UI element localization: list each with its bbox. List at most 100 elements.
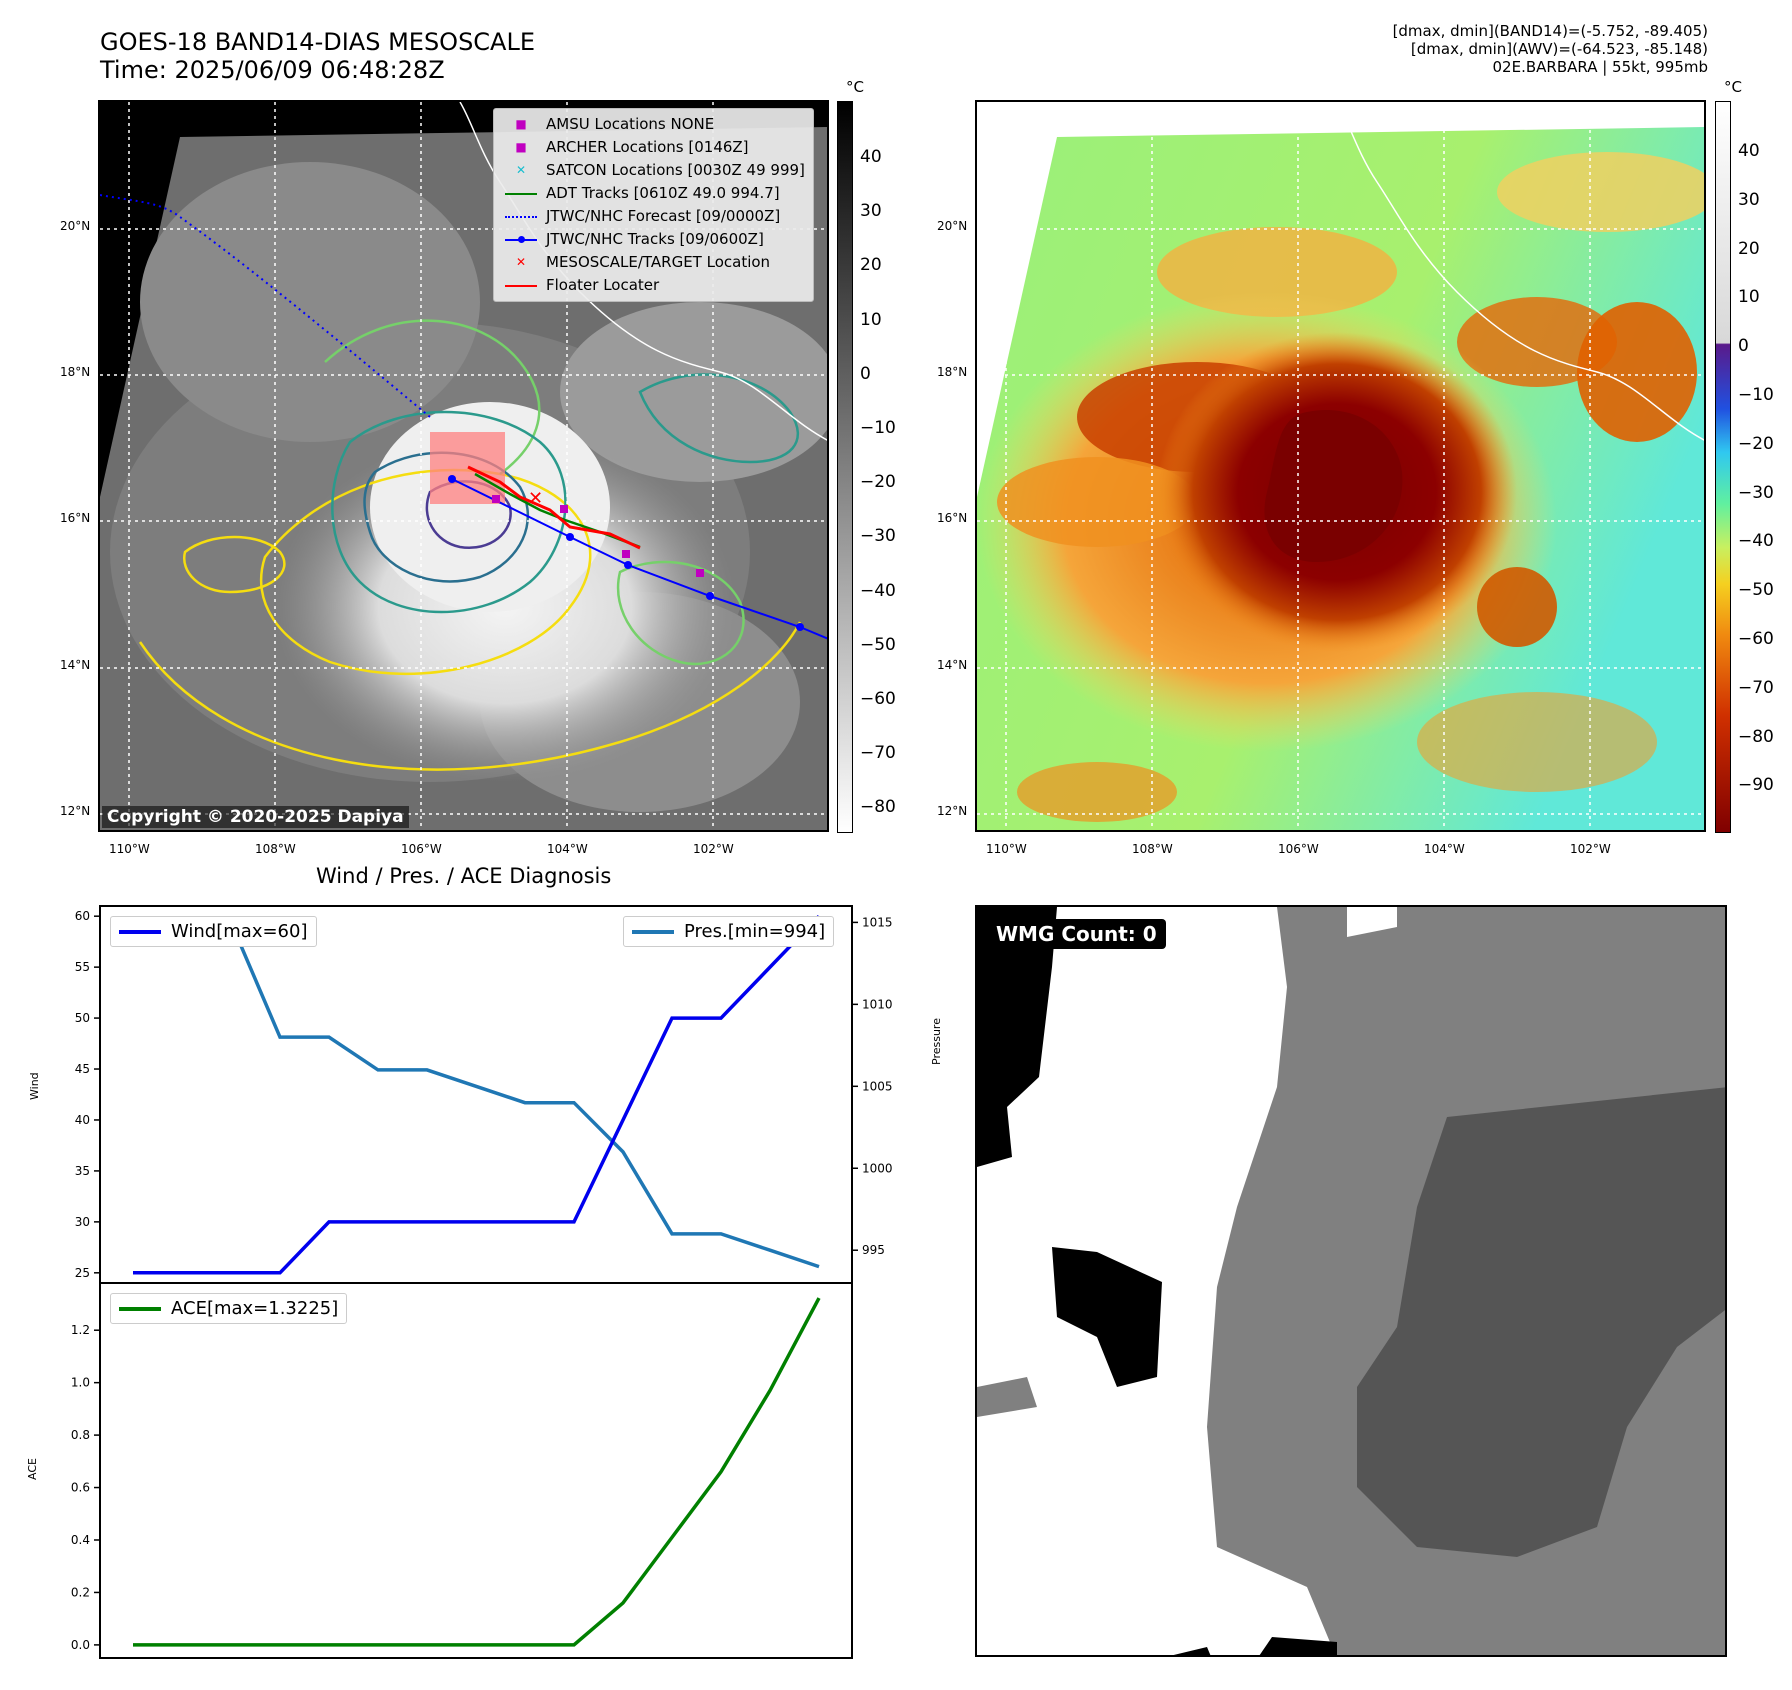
- colorbar-tick-label: −90: [1738, 775, 1774, 796]
- map-legend: ■ AMSU Locations NONE ■ ARCHER Locations [0…: [493, 108, 814, 302]
- ace-tick-label: 0.4: [71, 1533, 90, 1547]
- colorbar-tick-label: −60: [860, 689, 896, 709]
- legend-item: ■ AMSU Locations NONE: [502, 113, 805, 136]
- pressure-legend-swatch: [632, 929, 674, 934]
- lat-tick-label: 18°N: [937, 365, 968, 379]
- colorbar-tick-label: 30: [860, 201, 882, 222]
- legend-item: Floater Locater: [502, 274, 805, 297]
- wind-legend-swatch: [119, 929, 161, 934]
- awv-map-image: [977, 102, 1704, 830]
- pressure-tick-label: 1000: [862, 1161, 893, 1175]
- colorbar-tick-label: −10: [860, 418, 896, 438]
- colorbar-tick-label: −30: [1738, 482, 1774, 503]
- legend-item: ✕ SATCON Locations [0030Z 49 999]: [502, 159, 805, 182]
- lon-tick-label: 108°W: [255, 842, 296, 856]
- svg-text:✕: ✕: [528, 488, 543, 509]
- wind-series-line: [133, 914, 821, 1275]
- wind-tick-label: 40: [75, 1113, 90, 1127]
- lat-tick-label: 18°N: [60, 365, 91, 379]
- legend-symbol: ■: [515, 117, 527, 131]
- diagnosis-charts: 25 30 35 40 45 50 55 60 995 1000 1005 1010 1015 0.0 0…: [71, 905, 893, 1659]
- wmg-image: [977, 907, 1725, 1655]
- colorbar-tick-label: 10: [1738, 287, 1760, 308]
- legend-label: ADT Tracks [0610Z 49.0 994.7]: [546, 184, 780, 202]
- lat-tick-label: 14°N: [60, 658, 91, 672]
- info-line-1: [dmax, dmin](BAND14)=(-5.752, -89.405): [1392, 22, 1708, 40]
- ace-tick-label: 0.0: [71, 1638, 90, 1652]
- ace-legend-swatch: [119, 1306, 161, 1311]
- colorbar-tick-label: −50: [1738, 580, 1774, 601]
- storm-info: [dmax, dmin](BAND14)=(-5.752, -89.405) […: [1393, 22, 1708, 76]
- wind-pressure-plot-frame: [99, 905, 853, 1284]
- diagnosis-title: Wind / Pres. / ACE Diagnosis: [316, 864, 612, 888]
- colorbar-tick-label: −20: [1738, 433, 1774, 454]
- wind-tick-label: 60: [75, 909, 90, 923]
- ace-tick-label: 1.2: [71, 1323, 90, 1337]
- legend-symbol: ■: [515, 140, 527, 154]
- lon-tick-label: 110°W: [986, 842, 1027, 856]
- legend-label: AMSU Locations NONE: [546, 115, 715, 133]
- colorbar-left: [837, 101, 853, 833]
- colorbar-tick-label: −70: [1738, 677, 1774, 698]
- lat-tick-label: 16°N: [60, 511, 91, 525]
- legend-item: ADT Tracks [0610Z 49.0 994.7]: [502, 182, 805, 205]
- wind-tick-label: 25: [75, 1266, 90, 1280]
- colorbar-tick-label: −80: [860, 797, 896, 818]
- colorbar-tick-label: −40: [1738, 531, 1774, 552]
- legend-item: ✕ MESOSCALE/TARGET Location: [502, 251, 805, 274]
- colorbar-right-unit: °C: [1724, 78, 1742, 96]
- legend-symbol: ✕: [515, 255, 527, 269]
- info-line-3: 02E.BARBARA | 55kt, 995mb: [1492, 58, 1708, 76]
- pressure-tick-label: 1015: [862, 915, 893, 929]
- copyright-label: Copyright © 2020-2025 Dapiya: [102, 806, 409, 828]
- lat-tick-label: 14°N: [937, 658, 968, 672]
- legend-label: JTWC/NHC Forecast [09/0000Z]: [546, 207, 781, 225]
- legend-symbol: ✕: [515, 163, 527, 177]
- lon-tick-label: 104°W: [1424, 842, 1465, 856]
- info-line-2: [dmax, dmin](AWV)=(-64.523, -85.148): [1410, 40, 1708, 58]
- pressure-tick-label: 995: [862, 1243, 885, 1257]
- legend-item: JTWC/NHC Tracks [09/0600Z]: [502, 228, 805, 251]
- colorbar-left-unit: °C: [846, 78, 864, 96]
- wind-tick-label: 55: [75, 960, 90, 974]
- lat-tick-label: 20°N: [60, 219, 91, 233]
- legend-label: SATCON Locations [0030Z 49 999]: [546, 161, 805, 179]
- pressure-tick-label: 1005: [862, 1079, 893, 1093]
- wind-tick-label: 50: [75, 1011, 90, 1025]
- legend-item: ■ ARCHER Locations [0146Z]: [502, 136, 805, 159]
- band14-map: ✕ Copyright © 2020-2025 Dapiya ■ AMSU Loc…: [98, 100, 829, 832]
- legend-symbol: [502, 205, 540, 228]
- wmg-count-label: WMG Count: 0: [987, 919, 1166, 949]
- pressure-legend: Pres.[min=994]: [623, 916, 835, 947]
- legend-label: MESOSCALE/TARGET Location: [546, 253, 771, 271]
- colorbar-tick-label: −70: [860, 743, 896, 764]
- legend-label: JTWC/NHC Tracks [09/0600Z]: [546, 230, 764, 248]
- lon-tick-label: 102°W: [1570, 842, 1611, 856]
- awv-map: [975, 100, 1706, 832]
- colorbar-tick-label: 40: [1738, 141, 1760, 161]
- colorbar-tick-label: 0: [860, 363, 871, 384]
- band14-map-image: ✕: [100, 102, 827, 830]
- lon-tick-label: 102°W: [693, 842, 734, 856]
- ace-tick-label: 0.8: [71, 1428, 90, 1442]
- legend-symbol: [502, 274, 540, 297]
- wind-legend: Wind[max=60]: [110, 916, 317, 947]
- colorbar-tick-label: −20: [860, 472, 896, 493]
- title-line-1: GOES-18 BAND14-DIAS MESOSCALE: [100, 28, 536, 56]
- pressure-series-line: [133, 920, 820, 1269]
- colorbar-tick-label: 30: [1738, 189, 1760, 210]
- colorbar-tick-label: 40: [860, 147, 882, 167]
- colorbar-tick-label: −40: [860, 580, 896, 601]
- colorbar-tick-label: −50: [860, 634, 896, 655]
- ace-series-line: [133, 1297, 821, 1647]
- lat-tick-label: 12°N: [60, 804, 91, 818]
- ace-tick-label: 1.0: [71, 1376, 90, 1390]
- ace-legend-label: ACE[max=1.3225]: [171, 1298, 339, 1319]
- colorbar-tick-label: 0: [1738, 336, 1749, 357]
- lat-tick-label: 12°N: [937, 804, 968, 818]
- pressure-legend-label: Pres.[min=994]: [684, 921, 826, 942]
- wmg-panel: WMG Count: 0: [975, 905, 1727, 1657]
- ace-tick-label: 0.2: [71, 1585, 90, 1599]
- legend-symbol: [502, 182, 540, 205]
- title-line-2: Time: 2025/06/09 06:48:28Z: [100, 56, 445, 84]
